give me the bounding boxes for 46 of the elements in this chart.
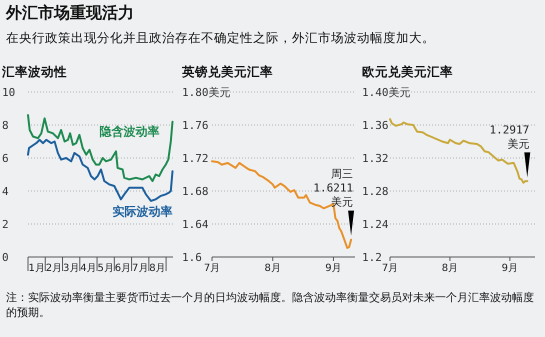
- annotation: 周三 1.6211 美元: [313, 168, 354, 209]
- x-tick-label: 5月: [97, 263, 114, 274]
- x-tick-label: 9月: [502, 263, 518, 274]
- x-tick-label: 8月: [149, 263, 166, 274]
- x-tick-label: 7月: [132, 263, 148, 274]
- y-tick-label: 1.28: [362, 185, 388, 198]
- x-tick-label: 9月: [325, 263, 342, 274]
- y-tick-label: 2: [2, 218, 9, 231]
- y-tick-label: 1.2: [362, 251, 382, 264]
- chart-title: 欧元兑美元汇率: [362, 64, 453, 81]
- chart-title: 汇率波动性: [2, 64, 67, 81]
- x-tick-label: 2月: [46, 263, 62, 274]
- y-tick-label: 1.64: [182, 218, 209, 231]
- y-tick-label: 1.40美元: [362, 86, 410, 99]
- y-tick-label: 1.68: [182, 185, 208, 198]
- x-tick-label: 4月: [80, 263, 97, 274]
- y-tick-label: 1.32: [362, 152, 388, 165]
- y-tick-label: 1.36: [362, 119, 388, 132]
- y-tick-label: 1.6: [182, 251, 202, 264]
- line-series: [389, 118, 528, 184]
- y-tick-label: 6: [2, 152, 9, 165]
- text: 注：实际波动率衡量主要货币过去一个月的日均波动幅度。隐含波动率衡量交易员对未来一个月汇率波动幅度的预期。: [6, 290, 535, 320]
- chart-title: 英镑兑美元汇率: [182, 64, 273, 81]
- x-tick-label: 3月: [62, 263, 80, 274]
- x-tick-label: 8月: [264, 263, 281, 274]
- series-label: 隐含波动率: [99, 124, 160, 138]
- y-tick-label: 10: [2, 86, 16, 99]
- line-series: [27, 114, 174, 182]
- y-tick-label: 1.80美元: [182, 86, 230, 99]
- y-tick-label: 1.76: [182, 119, 208, 132]
- x-tick-label: 8月: [442, 263, 458, 274]
- text: 在央行政策出现分化并且政治存在不确定性之际，外汇市场波动幅度加大。: [6, 30, 435, 47]
- x-tick-label: 1月: [28, 263, 45, 274]
- x-tick-label: 7月: [204, 263, 220, 274]
- y-tick-label: 0: [2, 251, 9, 264]
- y-tick-label: 1.72: [182, 152, 208, 165]
- x-tick-label: 6月: [114, 263, 132, 274]
- line-series: [211, 160, 352, 249]
- annotation: 1.2917 美元: [490, 123, 530, 150]
- x-tick-label: 7月: [382, 263, 398, 274]
- y-tick-label: 8: [2, 119, 9, 132]
- y-tick-label: 4: [2, 185, 9, 198]
- series-label: 实际波动率: [112, 204, 172, 219]
- line-series: [27, 138, 174, 202]
- y-tick-label: 1.24: [362, 218, 389, 231]
- text: 外汇市场重现活力: [6, 3, 134, 24]
